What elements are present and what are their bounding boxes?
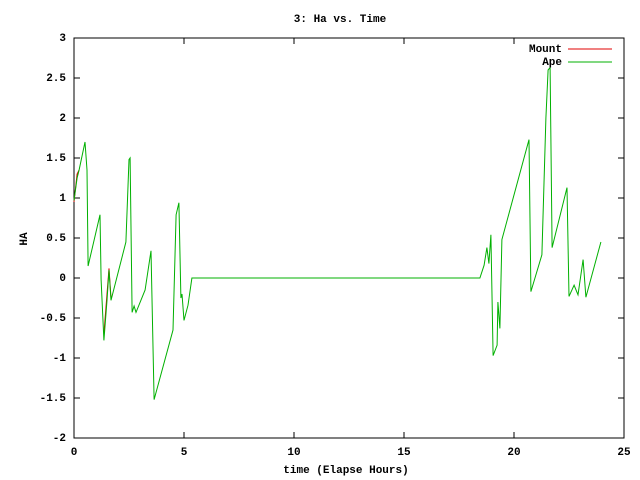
x-tick-label: 15 — [397, 447, 411, 459]
x-tick-label: 20 — [507, 447, 520, 459]
y-tick-label: 2.5 — [46, 73, 66, 85]
y-tick-label: -0.5 — [40, 313, 67, 325]
x-tick-label: 25 — [617, 447, 631, 459]
y-tick-label: 0.5 — [46, 233, 66, 245]
y-axis-label: HA — [19, 232, 31, 246]
y-tick-label: 3 — [59, 33, 66, 45]
y-tick-label: -2 — [53, 433, 66, 445]
legend-label: Mount — [529, 44, 562, 56]
legend-label: Ape — [542, 57, 562, 69]
y-tick-label: -1 — [53, 353, 67, 365]
y-tick-label: 1 — [59, 193, 66, 205]
series-line — [73, 66, 602, 400]
y-tick-label: 0 — [59, 273, 66, 285]
chart-title: 3: Ha vs. Time — [294, 14, 387, 26]
y-tick-label: 1.5 — [46, 153, 66, 165]
x-tick-label: 0 — [71, 447, 78, 459]
x-tick-label: 5 — [181, 447, 188, 459]
y-tick-label: -1.5 — [40, 393, 67, 405]
y-tick-label: 2 — [59, 113, 66, 125]
x-tick-label: 10 — [287, 447, 300, 459]
x-axis-label: time (Elapse Hours) — [283, 465, 408, 477]
